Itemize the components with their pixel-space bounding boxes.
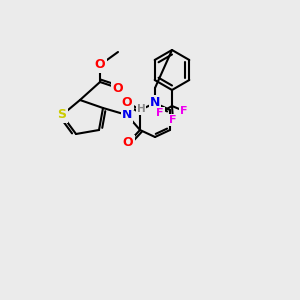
Text: F: F bbox=[156, 108, 164, 118]
Text: O: O bbox=[123, 136, 133, 149]
Text: N: N bbox=[150, 97, 160, 110]
Text: S: S bbox=[58, 109, 67, 122]
Text: O: O bbox=[95, 58, 105, 71]
Text: F: F bbox=[180, 106, 188, 116]
Text: O: O bbox=[113, 82, 123, 94]
Text: F: F bbox=[169, 115, 177, 125]
Text: H: H bbox=[136, 104, 146, 114]
Text: N: N bbox=[122, 109, 132, 122]
Text: O: O bbox=[122, 95, 132, 109]
